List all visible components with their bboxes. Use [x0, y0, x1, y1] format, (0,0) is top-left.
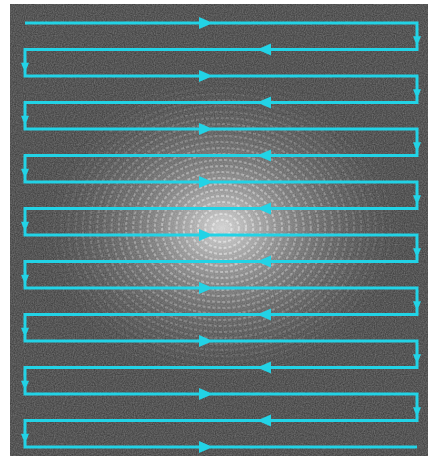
direction-arrow [413, 195, 421, 206]
direction-arrow [257, 255, 271, 268]
ring [110, 135, 334, 321]
direction-arrow [413, 142, 421, 153]
ring [204, 213, 240, 243]
ring [45, 81, 399, 375]
direction-arrow [199, 17, 213, 29]
ring [67, 99, 377, 357]
direction-arrow [257, 361, 271, 374]
direction-arrow [21, 62, 29, 73]
direction-arrow [257, 43, 271, 56]
direction-arrow [199, 123, 213, 135]
direction-arrow [413, 36, 421, 47]
ring [211, 219, 233, 237]
direction-arrow [21, 168, 29, 179]
direction-arrow [257, 414, 271, 427]
ring [74, 105, 370, 351]
direction-arrow [199, 388, 213, 400]
ring [161, 177, 283, 279]
direction-arrow [257, 96, 271, 109]
direction-arrow [21, 221, 29, 232]
direction-arrow [21, 380, 29, 391]
direction-arrow [199, 441, 213, 453]
ring [132, 153, 312, 303]
direction-arrow [199, 176, 213, 188]
ring [175, 189, 269, 267]
direction-arrow [199, 229, 213, 241]
direction-arrow [199, 282, 213, 294]
ring [117, 141, 327, 315]
ring [125, 147, 319, 309]
ring [81, 111, 363, 345]
ring [139, 159, 305, 297]
direction-arrow [413, 354, 421, 365]
ring [153, 171, 291, 285]
direction-arrow [257, 202, 271, 215]
ring [189, 201, 255, 255]
direction-arrow [257, 149, 271, 162]
direction-arrow [199, 70, 213, 82]
direction-arrow [21, 327, 29, 338]
direction-arrow [199, 335, 213, 347]
diffraction-glow [52, 88, 392, 368]
direction-arrow [21, 433, 29, 444]
ring [96, 123, 348, 333]
direction-arrow [413, 248, 421, 259]
direction-arrow [413, 301, 421, 312]
ring [168, 183, 276, 273]
direction-arrow [413, 407, 421, 418]
ring [60, 93, 384, 363]
direction-arrow [21, 274, 29, 285]
direction-arrow [21, 115, 29, 126]
ring [103, 129, 341, 327]
ring [197, 207, 247, 249]
scan-path [21, 17, 421, 453]
ring [89, 117, 355, 339]
ring [146, 165, 298, 291]
direction-arrow [257, 308, 271, 321]
direction-arrow [413, 89, 421, 100]
